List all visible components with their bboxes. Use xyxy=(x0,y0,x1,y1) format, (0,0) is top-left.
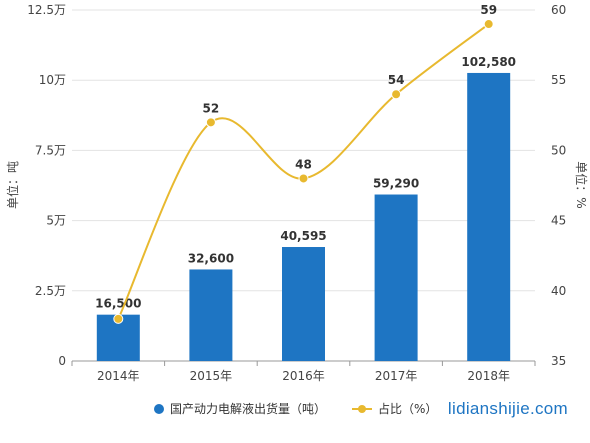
bar xyxy=(189,269,233,361)
bar-value-label: 59,290 xyxy=(373,177,419,191)
chart-legend: 国产动力电解液出货量（吨） 占比（%） xyxy=(0,398,590,422)
website-watermark: lidianshijie.com xyxy=(447,399,568,418)
bar xyxy=(467,72,511,362)
y-left-tick-label: 5万 xyxy=(46,214,66,228)
y-right-tick-label: 45 xyxy=(551,214,566,228)
y-right-axis-title: 单位：% xyxy=(574,161,589,208)
legend-label-line: 占比（%） xyxy=(378,402,438,416)
y-right-tick-label: 35 xyxy=(551,354,566,368)
line-point xyxy=(391,89,402,100)
bar-value-label: 32,600 xyxy=(188,251,234,265)
line-value-label: 52 xyxy=(203,101,220,115)
x-tick-label: 2015年 xyxy=(190,369,233,383)
y-left-tick-label: 12.5万 xyxy=(27,3,66,17)
legend-item-bar: 国产动力电解液出货量（吨） xyxy=(154,400,326,417)
x-tick-label: 2016年 xyxy=(282,369,325,383)
line-point xyxy=(113,313,124,324)
y-right-tick-label: 60 xyxy=(551,3,566,17)
x-tick-label: 2014年 xyxy=(97,369,140,383)
x-tick-label: 2017年 xyxy=(375,369,418,383)
y-left-tick-label: 2.5万 xyxy=(35,284,66,298)
x-tick-label: 2018年 xyxy=(467,369,510,383)
line-point xyxy=(298,173,309,184)
y-right-tick-label: 50 xyxy=(551,143,566,157)
bar-value-label: 102,580 xyxy=(461,55,516,69)
bar xyxy=(374,194,418,361)
legend-label-bar: 国产动力电解液出货量（吨） xyxy=(170,402,327,416)
y-right-tick-label: 40 xyxy=(551,284,566,298)
y-right-tick-label: 55 xyxy=(551,73,566,87)
legend-swatch-line xyxy=(352,404,372,414)
line-point xyxy=(205,117,216,128)
y-left-tick-label: 7.5万 xyxy=(35,143,66,157)
line-value-label: 54 xyxy=(388,73,405,87)
line-point xyxy=(483,19,494,30)
y-left-tick-label: 0 xyxy=(58,354,66,368)
line-value-label: 59 xyxy=(480,3,497,17)
combo-chart: 0 2.5万 5万 7.5万 10万 12.5万 35 40 45 50 55 60 2014年 2015… xyxy=(5,3,589,383)
bar xyxy=(282,247,325,361)
y-left-axis-title: 单位：吨 xyxy=(5,161,20,209)
legend-item-line: 占比（%） xyxy=(352,400,437,417)
bar-value-label: 40,595 xyxy=(280,229,326,243)
line-value-label: 48 xyxy=(295,157,312,171)
legend-swatch-bar xyxy=(154,404,164,414)
y-left-tick-label: 10万 xyxy=(39,73,66,87)
bar-value-label: 16,500 xyxy=(95,297,141,311)
line-series-path xyxy=(117,23,490,320)
